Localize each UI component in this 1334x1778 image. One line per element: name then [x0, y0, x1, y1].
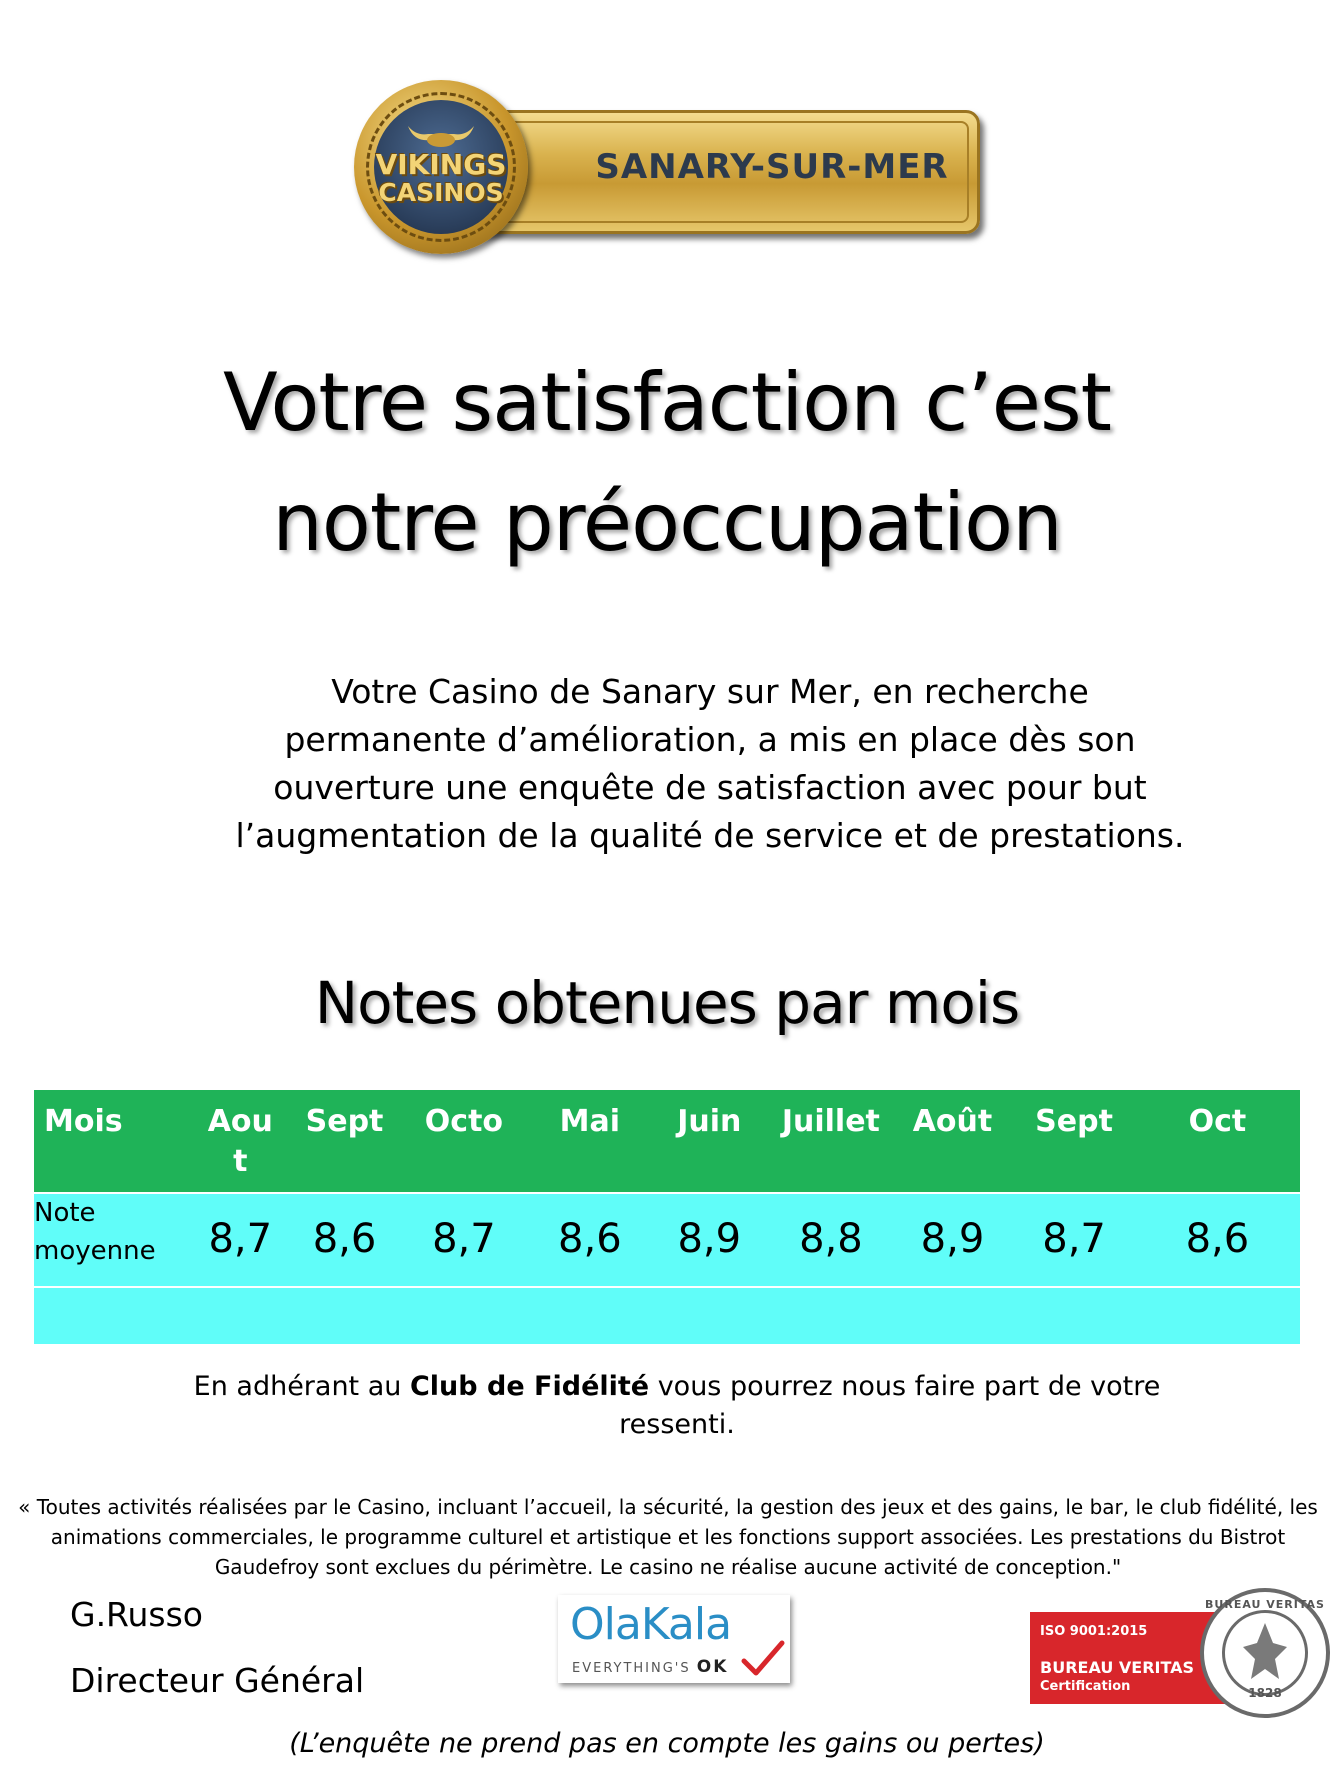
logo-medallion: VIKINGS CASINOS [354, 80, 528, 254]
header-cell-month: Oct [1134, 1090, 1300, 1194]
row-label: Note moyenne [34, 1193, 189, 1288]
score-cell: 8,7 [1013, 1193, 1135, 1288]
club-paragraph: En adhérant au Club de Fidélité vous pou… [170, 1368, 1184, 1444]
intro-line: permanente d’amélioration, a mis en plac… [284, 720, 1136, 759]
scope-statement: « Toutes activités réalisées par le Casi… [18, 1492, 1318, 1582]
logo-brand-line2: CASINOS [378, 178, 504, 207]
signature-block: G.Russo Directeur Général [70, 1582, 364, 1714]
section-title: Notes obtenues par mois [314, 969, 1021, 1037]
scope-line: « Toutes activités réalisées par le Casi… [18, 1495, 1318, 1519]
header-cell-month: Octo [396, 1090, 532, 1194]
table-row-empty [34, 1287, 1300, 1344]
olakala-ok: OK [696, 1657, 729, 1677]
score-cell: 8,8 [770, 1193, 892, 1288]
bv-seal-icon: BUREAU VERITAS 1828 [1200, 1588, 1330, 1718]
bv-emblem-icon [1243, 1623, 1287, 1679]
checkmark-icon [741, 1640, 785, 1676]
intro-paragraph: Votre Casino de Sanary sur Mer, en reche… [170, 668, 1250, 860]
bv-seal-inner [1222, 1610, 1308, 1696]
intro-line: Votre Casino de Sanary sur Mer, en reche… [331, 672, 1089, 711]
table-row-scores: Note moyenne 8,7 8,6 8,7 8,6 8,9 8,8 8,9 … [34, 1193, 1300, 1288]
viking-helmet-icon [408, 126, 474, 147]
title-line2: notre préoccupation [272, 476, 1063, 569]
casino-logo: SANARY-SUR-MER VIKINGS CASINOS [354, 80, 988, 256]
header-cell-month: Aou t [188, 1090, 293, 1194]
intro-line: ouverture une enquête de satisfaction av… [273, 768, 1147, 807]
scope-line: animations commerciales, le programme cu… [50, 1525, 1286, 1549]
header-cell-month: Sept [1013, 1090, 1135, 1194]
score-cell: 8,6 [1134, 1193, 1300, 1288]
medallion-core: VIKINGS CASINOS [374, 100, 508, 234]
score-cell: 8,6 [531, 1193, 649, 1288]
logo-location: SANARY-SUR-MER [595, 147, 949, 187]
header-cell-month: Août [891, 1090, 1014, 1194]
score-cell: 8,9 [891, 1193, 1014, 1288]
footnote: (L’enquête ne prend pas en compte les ga… [289, 1728, 1045, 1759]
olakala-logo: OlaKala EVERYTHING'S OK [558, 1595, 790, 1683]
page-title: Votre satisfaction c’est notre préoccupa… [0, 343, 1334, 583]
scope-line: Gaudefroy sont exclues du périmètre. Le … [214, 1555, 1122, 1579]
medallion-ring [366, 92, 516, 242]
olakala-tagline: EVERYTHING'S OK [572, 1657, 729, 1677]
bv-name: BUREAU VERITAS [1040, 1658, 1195, 1677]
logo-plaque: SANARY-SUR-MER [454, 110, 980, 234]
score-cell: 8,9 [648, 1193, 771, 1288]
signer-role: Directeur Général [70, 1661, 365, 1700]
signer-name: G.Russo [70, 1595, 203, 1634]
table-header-row: Mois Aou t Sept Octo Mai Juin Juillet Aoû… [34, 1090, 1300, 1194]
header-cell-month: Mai [531, 1090, 649, 1194]
bv-seal-year: 1828 [1248, 1686, 1282, 1700]
club-name: Club de Fidélité [409, 1371, 650, 1402]
club-text-line2: ressenti. [619, 1409, 735, 1440]
bv-seal-top: BUREAU VERITAS [1205, 1598, 1325, 1611]
header-cell-label: Mois [34, 1090, 189, 1194]
scores-table: Mois Aou t Sept Octo Mai Juin Juillet Aoû… [34, 1090, 1300, 1344]
score-cell: 8,7 [188, 1193, 293, 1288]
club-text-before: En adhérant au [193, 1371, 410, 1402]
score-cell: 8,6 [292, 1193, 397, 1288]
header-cell-month: Juin [648, 1090, 771, 1194]
logo-brand-line1: VIKINGS [375, 148, 507, 181]
bv-cert: Certification [1040, 1679, 1131, 1694]
intro-line: l’augmentation de la qualité de service … [235, 816, 1185, 855]
score-cell: 8,7 [396, 1193, 532, 1288]
header-cell-month: Sept [292, 1090, 397, 1194]
olakala-name: OlaKala [570, 1599, 732, 1650]
bureau-veritas-logo: ISO 9001:2015 BUREAU VERITAS Certificati… [1030, 1588, 1330, 1718]
club-text-after: vous pourrez nous faire part de votre [649, 1371, 1161, 1402]
header-cell-month: Juillet [770, 1090, 892, 1194]
bv-iso: ISO 9001:2015 [1040, 1624, 1148, 1639]
title-line1: Votre satisfaction c’est [222, 356, 1112, 449]
